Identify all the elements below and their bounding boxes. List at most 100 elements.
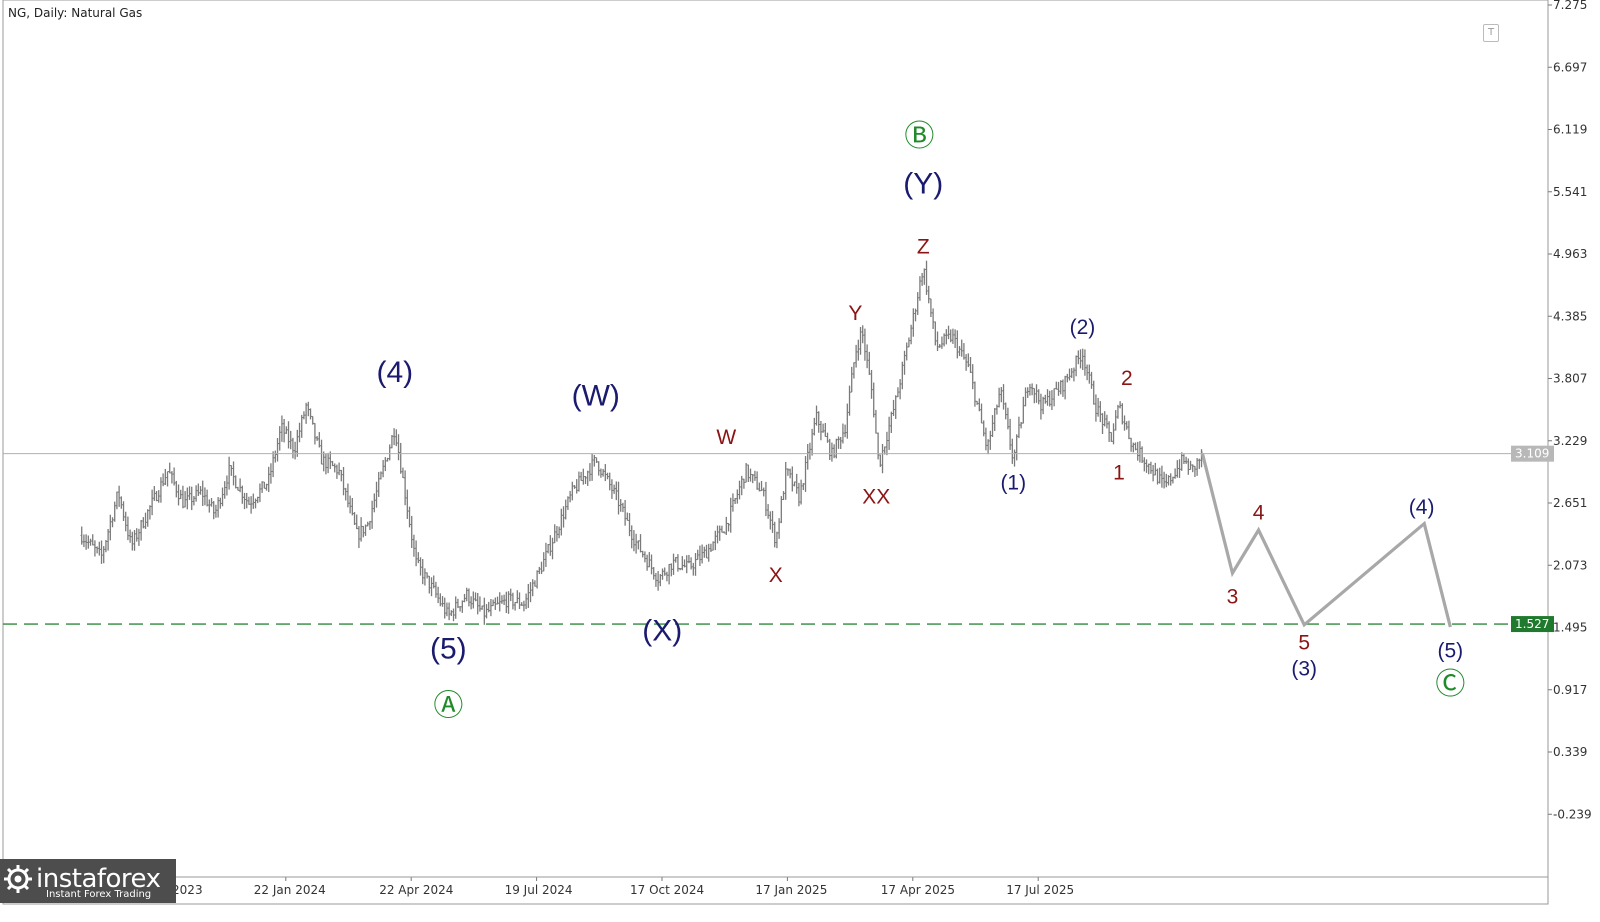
price-bar	[841, 423, 845, 444]
y-tick-label: 4.963	[1553, 247, 1587, 261]
price-bar	[577, 471, 581, 492]
price-bar	[370, 500, 374, 529]
y-tick-label: 7.275	[1553, 0, 1587, 12]
price-bar	[742, 478, 746, 489]
price-bar	[469, 596, 473, 610]
price-bar	[1200, 449, 1203, 468]
price-bar	[962, 343, 966, 360]
wave-label: (3)	[1291, 658, 1317, 681]
y-tick-label: 0.917	[1553, 683, 1587, 697]
svg-text:3.109: 3.109	[1515, 447, 1549, 461]
price-bar	[348, 495, 352, 514]
price-bar	[665, 571, 669, 582]
wave-label: (5)	[430, 633, 467, 666]
price-bar	[797, 482, 801, 507]
x-tick-label: 22 Jan 2024	[254, 883, 326, 897]
x-tick-label: 17 Oct 2024	[630, 883, 704, 897]
y-tick-label: 4.385	[1553, 309, 1587, 323]
price-bar	[852, 362, 856, 379]
wave-label: 5	[1298, 632, 1310, 655]
price-bar	[293, 441, 297, 460]
price-bar	[687, 554, 691, 564]
wave-label: (4)	[377, 356, 414, 389]
x-tick-label: 19 Jul 2024	[505, 883, 573, 897]
price-bar	[929, 298, 933, 318]
wave-label: 1	[1113, 462, 1125, 485]
price-bar	[654, 573, 658, 587]
price-bar	[632, 530, 636, 552]
x-tick-label: 17 Apr 2025	[881, 883, 955, 897]
wave-label: (4)	[1409, 496, 1435, 519]
svg-text:1.527: 1.527	[1515, 617, 1549, 631]
price-bar	[896, 387, 900, 398]
y-tick-label: 6.697	[1553, 60, 1587, 74]
price-bar	[337, 462, 341, 476]
price-bar	[414, 540, 418, 567]
price-bar	[1017, 416, 1021, 439]
wave-label: Z	[917, 235, 930, 258]
y-tick-label: 2.651	[1553, 496, 1587, 510]
y-tick-label: 2.073	[1553, 558, 1587, 572]
price-bar	[260, 481, 264, 493]
price-bar	[588, 463, 592, 482]
price-bar	[764, 481, 768, 517]
x-tick-label: 17 Jul 2025	[1006, 883, 1074, 897]
price-bar	[555, 525, 559, 542]
trade-panel-toggle-button[interactable]: T	[1483, 24, 1499, 42]
price-bar	[315, 436, 319, 441]
price-bar	[731, 493, 735, 512]
price-bar	[392, 428, 396, 446]
reference-lines	[3, 453, 1548, 625]
price-bar	[786, 468, 790, 476]
y-tick-label: -0.239	[1553, 807, 1592, 821]
price-bar	[698, 545, 702, 567]
price-bar	[885, 431, 889, 456]
logo-name: instaforex	[36, 864, 161, 894]
price-bar	[753, 470, 757, 481]
current-price-tag: 3.109	[1511, 445, 1554, 462]
price-bar	[819, 420, 823, 441]
price-bar	[1006, 407, 1010, 430]
price-bar	[458, 606, 462, 612]
price-bar	[425, 572, 429, 579]
gear-icon	[4, 865, 32, 893]
price-bar	[973, 381, 977, 407]
price-bars	[80, 260, 1203, 625]
forecast-line	[1200, 453, 1452, 628]
wave-label: (X)	[642, 614, 682, 647]
price-bar	[951, 328, 955, 344]
wave-label: 4	[1253, 501, 1265, 524]
wave-label: Y	[848, 302, 862, 325]
wave-label: XX	[862, 485, 890, 508]
price-bar	[808, 442, 812, 460]
wave-label: Ⓒ	[1435, 668, 1465, 701]
price-axis: 7.275 6.697 6.119 5.541 4.963 4.385 3.807 3.229…	[1511, 0, 1592, 821]
price-bar	[522, 600, 526, 612]
chart-title: NG, Daily: Natural Gas	[8, 6, 142, 20]
price-bar	[709, 543, 713, 552]
price-bar	[995, 404, 999, 415]
price-bar	[621, 502, 625, 513]
price-bar	[381, 460, 385, 478]
price-bar	[282, 418, 286, 443]
y-tick-label: 6.119	[1553, 123, 1587, 137]
price-bar	[610, 479, 614, 499]
wave-label: 3	[1227, 585, 1239, 608]
price-bar	[491, 599, 495, 607]
price-bar	[533, 580, 537, 587]
price-bar	[940, 336, 944, 349]
wave-labels: (4) (5) Ⓐ (W) (X) W X Y XX Z (Y) Ⓑ (1) (2) 2 1 3 4 5 (3) (4)…	[377, 120, 1466, 723]
y-tick-label: 1.495	[1553, 621, 1587, 635]
y-tick-label: 0.339	[1553, 745, 1587, 759]
price-bar	[304, 402, 308, 424]
price-bar	[480, 605, 484, 610]
wave-label: Ⓑ	[904, 120, 934, 153]
wave-label: 2	[1121, 367, 1133, 390]
price-bar	[676, 554, 680, 572]
price-bar	[643, 551, 647, 563]
price-bar	[436, 586, 440, 604]
price-bar	[907, 337, 911, 348]
price-bar	[271, 451, 275, 478]
logo-tagline: Instant Forex Trading	[46, 889, 152, 900]
